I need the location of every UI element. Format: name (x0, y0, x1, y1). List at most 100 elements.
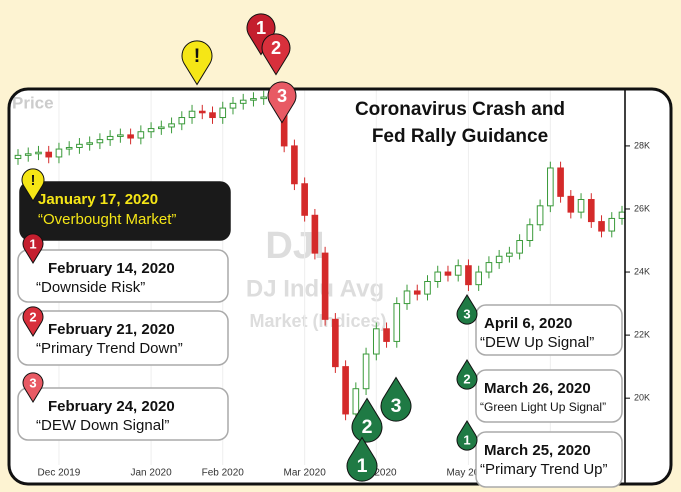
annotation-card (19, 181, 231, 241)
candle-body (158, 126, 165, 130)
marker-label: 3 (463, 306, 470, 321)
annotation-text: “Green Light Up Signal” (480, 400, 606, 414)
annotation-date: February 24, 2020 (48, 398, 175, 415)
candle-body (106, 135, 114, 141)
candle-body (291, 145, 298, 185)
candle-body (198, 110, 206, 114)
y-tick-label: 28K (634, 140, 650, 150)
marker-label: 1 (357, 455, 368, 477)
annotation-card (17, 310, 229, 366)
marker-label: 2 (463, 371, 470, 386)
candle-body (598, 221, 605, 232)
watermark: Market (Indices) (249, 311, 386, 331)
candle-body (342, 366, 349, 415)
y-tick-label: 26K (634, 203, 650, 213)
x-tick-label: Feb 2020 (202, 468, 245, 479)
candle-body (526, 224, 534, 242)
candle-body (127, 134, 134, 139)
marker-pin (346, 436, 378, 482)
candle-body (168, 123, 175, 128)
chart-title: Coronavirus Crash and (355, 99, 565, 120)
candle-body (24, 153, 32, 156)
candle-body (219, 107, 227, 119)
candle-body (424, 281, 431, 295)
marker-pin (456, 359, 478, 390)
candle-body (475, 271, 482, 286)
marker-label: 3 (277, 86, 287, 106)
annotation-date: February 21, 2020 (48, 321, 175, 338)
candle-body (393, 303, 401, 342)
annotation-card (475, 369, 623, 423)
marker-label: 2 (29, 309, 36, 324)
candle-body (567, 195, 575, 213)
candle-body (536, 205, 544, 226)
annotation-date: March 25, 2020 (484, 442, 591, 459)
annotation-date: January 17, 2020 (38, 191, 158, 208)
annotation-text: “Primary Trend Up” (480, 461, 608, 478)
candle-body (147, 128, 155, 133)
marker-pin (246, 13, 276, 56)
marker-label: 3 (391, 395, 402, 417)
candle-body (506, 252, 513, 257)
marker-label: 3 (29, 375, 36, 390)
candle-body (434, 271, 442, 282)
annotation-card (17, 387, 229, 441)
x-tick-label: Jan 2020 (131, 468, 173, 479)
marker-label: 2 (271, 38, 281, 58)
candle-body (65, 146, 73, 150)
candle-body (321, 252, 329, 320)
candle-body (178, 117, 186, 125)
candle-body (383, 328, 390, 342)
candle-body (332, 318, 339, 368)
marker-label: ! (194, 45, 201, 67)
candle-body (362, 353, 370, 390)
marker-pin (21, 168, 45, 202)
candle-body (209, 112, 216, 119)
annotation-text: “DEW Up Signal” (480, 334, 594, 351)
candle-body (608, 217, 616, 232)
annotation-date: February 14, 2020 (48, 260, 175, 277)
candle-body (557, 167, 564, 197)
marker-label: ! (31, 173, 36, 189)
candle-body (96, 139, 104, 144)
marker-pin (380, 376, 412, 422)
marker-pin (456, 294, 478, 325)
annotation-card (17, 249, 229, 303)
candle-body (352, 388, 360, 415)
marker-pin (181, 40, 213, 86)
candle-body (14, 154, 22, 160)
candle-body (403, 290, 411, 305)
candle-body (250, 98, 257, 101)
marker-label: 1 (463, 432, 470, 447)
candle-body (311, 214, 319, 254)
annotation-card (475, 431, 623, 488)
x-tick-label: Apr 2020 (356, 468, 397, 479)
candle-body (454, 265, 462, 276)
candle-body (516, 240, 523, 254)
candle-body (577, 199, 585, 213)
x-tick-label: May 2020 (446, 468, 490, 479)
watermark: DJ Indu Avg (246, 275, 384, 302)
candle-body (188, 110, 196, 119)
candle-body (444, 271, 452, 276)
candle-body (372, 328, 380, 355)
candle-body (547, 167, 554, 207)
candle-body (76, 143, 83, 148)
candle-body (618, 211, 626, 219)
candle-body (495, 255, 503, 264)
annotation-text: “DEW Down Signal” (36, 417, 169, 434)
candle-body (137, 131, 145, 139)
annotation-text: “Downside Risk” (36, 279, 145, 296)
marker-pin (351, 397, 383, 443)
candle-body (55, 148, 63, 158)
candle-body (485, 262, 493, 273)
candle-body (239, 99, 247, 104)
candle-body (260, 96, 268, 100)
candle-body (301, 183, 308, 216)
marker-label: 1 (29, 236, 36, 251)
marker-pin (22, 372, 44, 403)
annotation-card (475, 304, 623, 356)
candle-body (229, 102, 237, 109)
